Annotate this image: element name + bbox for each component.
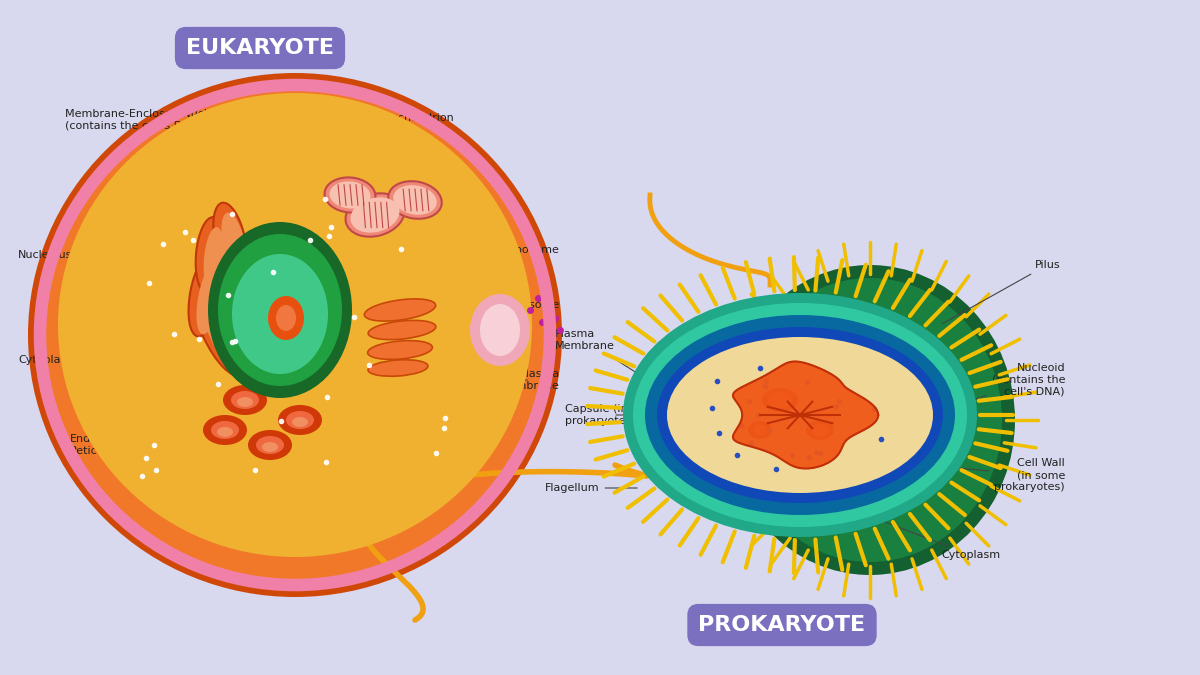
Text: Mitochondrion: Mitochondrion (376, 113, 455, 182)
Ellipse shape (646, 315, 955, 515)
Ellipse shape (324, 178, 376, 213)
Polygon shape (733, 362, 878, 468)
Text: PROKARYOTE: PROKARYOTE (698, 615, 865, 635)
Ellipse shape (214, 202, 247, 277)
Ellipse shape (232, 254, 328, 374)
Text: Endoplasmic
Reticulum: Endoplasmic Reticulum (70, 392, 198, 456)
Ellipse shape (389, 181, 442, 219)
Ellipse shape (202, 294, 246, 375)
Ellipse shape (188, 254, 222, 336)
Ellipse shape (256, 436, 284, 454)
Ellipse shape (211, 237, 247, 311)
Ellipse shape (230, 391, 259, 409)
Text: Capsule (in some
prokaryotes): Capsule (in some prokaryotes) (565, 404, 661, 426)
Ellipse shape (193, 284, 247, 376)
Ellipse shape (203, 415, 247, 445)
Text: Ribosome: Ribosome (462, 245, 560, 279)
Ellipse shape (330, 182, 371, 209)
Ellipse shape (223, 385, 266, 415)
Ellipse shape (248, 430, 292, 460)
Ellipse shape (211, 421, 239, 439)
Text: Membrane-Enclosed Nucleus
(contains the cell's DNA): Membrane-Enclosed Nucleus (contains the … (65, 109, 248, 218)
Ellipse shape (738, 278, 1002, 562)
Ellipse shape (350, 197, 400, 233)
Ellipse shape (58, 93, 532, 557)
Ellipse shape (221, 213, 247, 275)
Ellipse shape (725, 265, 1015, 575)
Ellipse shape (268, 296, 304, 340)
Ellipse shape (208, 222, 352, 398)
Ellipse shape (394, 185, 437, 215)
Text: Cytoplasm: Cytoplasm (882, 521, 1000, 560)
Ellipse shape (470, 294, 530, 366)
Text: Nucleoid
(contains the
cell's DNA): Nucleoid (contains the cell's DNA) (962, 363, 1066, 404)
Ellipse shape (365, 299, 436, 321)
Ellipse shape (276, 305, 296, 331)
Text: EUKARYOTE: EUKARYOTE (186, 38, 334, 58)
Ellipse shape (346, 193, 404, 237)
Ellipse shape (197, 263, 222, 335)
Ellipse shape (623, 293, 977, 537)
Ellipse shape (667, 337, 934, 493)
Ellipse shape (762, 388, 798, 412)
Ellipse shape (278, 405, 322, 435)
Ellipse shape (40, 85, 550, 585)
Ellipse shape (806, 420, 834, 440)
Ellipse shape (748, 421, 772, 439)
Ellipse shape (754, 425, 766, 435)
Text: Pilus: Pilus (942, 260, 1060, 323)
Ellipse shape (634, 303, 967, 527)
Ellipse shape (262, 442, 278, 452)
Text: Flagellum: Flagellum (545, 483, 637, 493)
Text: Cytoplasm: Cytoplasm (18, 355, 107, 365)
Text: Cell Wall
(in some
prokaryotes): Cell Wall (in some prokaryotes) (961, 458, 1066, 491)
Ellipse shape (238, 397, 253, 407)
Text: Nucleolus: Nucleolus (18, 250, 212, 290)
Text: Plasma
Membrane: Plasma Membrane (500, 369, 560, 391)
Text: Exosome: Exosome (510, 300, 560, 328)
Ellipse shape (204, 227, 224, 291)
Ellipse shape (218, 234, 342, 386)
Ellipse shape (286, 411, 314, 429)
Ellipse shape (768, 392, 792, 408)
Ellipse shape (480, 304, 520, 356)
Ellipse shape (196, 217, 224, 293)
Ellipse shape (367, 341, 432, 359)
Ellipse shape (217, 427, 233, 437)
Ellipse shape (658, 327, 943, 503)
Text: Plasma
Membrane: Plasma Membrane (554, 329, 637, 373)
Ellipse shape (812, 424, 828, 436)
Ellipse shape (28, 73, 562, 597)
Ellipse shape (368, 360, 428, 376)
Ellipse shape (292, 417, 308, 427)
Ellipse shape (368, 321, 436, 340)
Ellipse shape (203, 227, 247, 313)
